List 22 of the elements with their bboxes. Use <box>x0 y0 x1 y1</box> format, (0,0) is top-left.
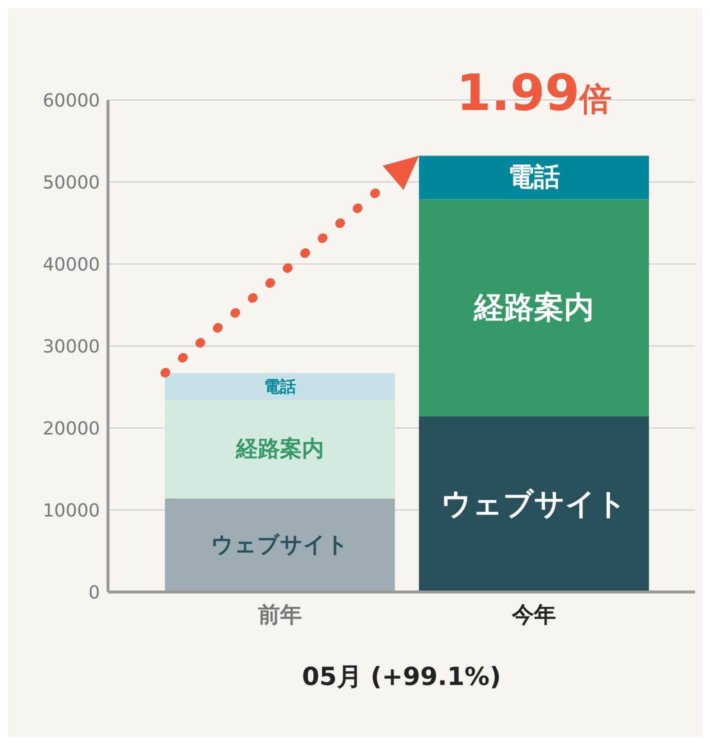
y-tick-label: 10000 <box>42 500 100 522</box>
series-label: ウェブサイト <box>440 486 627 522</box>
series-label: 経路案内 <box>234 436 324 462</box>
bar <box>418 416 649 592</box>
x-axis-title: 05月 (+99.1%) <box>300 661 502 693</box>
y-tick-label: 50000 <box>42 172 100 194</box>
x-tick-label: 前年 <box>257 603 302 628</box>
bar <box>164 498 395 592</box>
y-tick-label: 60000 <box>42 90 100 112</box>
bar <box>164 373 395 400</box>
text: 電話 <box>508 162 560 192</box>
y-tick-label: 0 <box>88 582 100 604</box>
bar <box>164 400 395 499</box>
bar <box>418 199 649 417</box>
y-tick-label: 20000 <box>42 418 100 440</box>
series-label: 電話 <box>264 377 296 396</box>
x-tick-label: 今年 <box>511 603 556 628</box>
y-tick-label: 40000 <box>42 254 100 276</box>
text: ウェブサイト <box>210 532 349 558</box>
annotation: 1.99倍 <box>456 64 612 122</box>
y-tick-label: 30000 <box>42 336 100 358</box>
text: 経路案内 <box>474 290 594 326</box>
